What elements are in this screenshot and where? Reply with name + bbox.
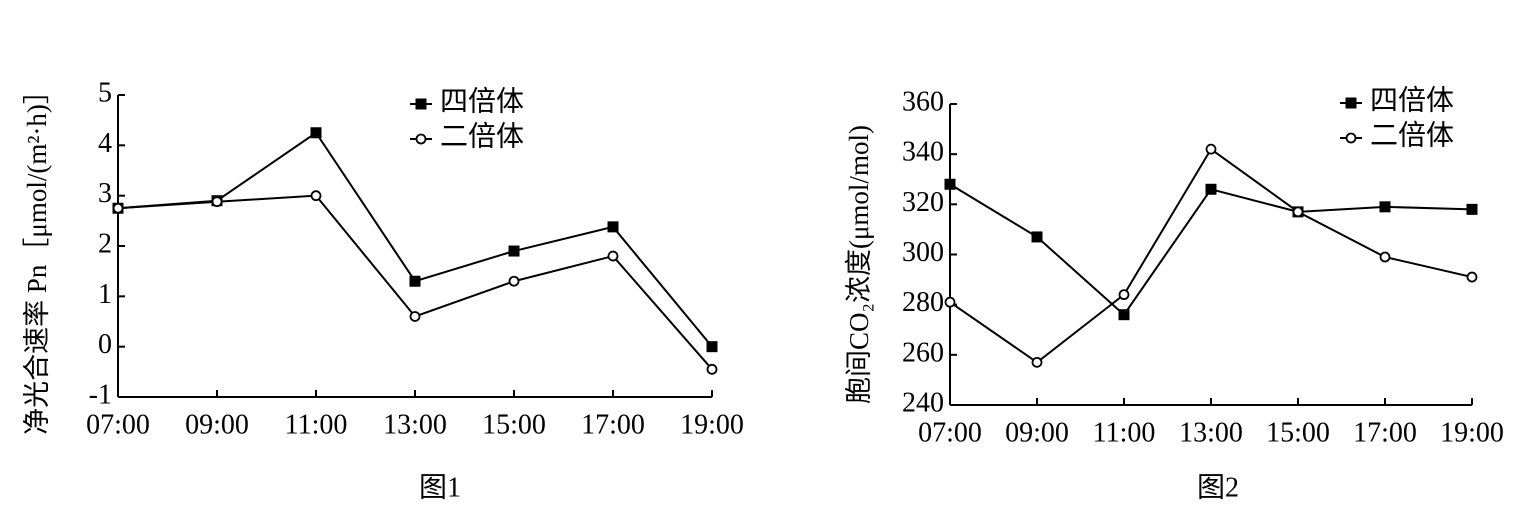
marker — [1379, 201, 1391, 213]
caption: 图2 — [1197, 472, 1239, 503]
x-tick-label: 07:00 — [86, 409, 150, 440]
x-tick-label: 15:00 — [482, 409, 546, 440]
marker — [1205, 183, 1217, 195]
y-tick-label: 4 — [98, 128, 112, 159]
x-tick-label: 17:00 — [581, 409, 645, 440]
y-tick-label: 280 — [902, 287, 944, 318]
y-axis-label: 胞间CO₂浓度(μmol/mol) — [844, 125, 874, 404]
marker — [1345, 132, 1357, 144]
marker — [1118, 289, 1130, 301]
series-line — [949, 183, 1473, 317]
x-tick-label: 11:00 — [1093, 417, 1156, 448]
marker — [310, 127, 322, 139]
x-tick-label: 19:00 — [1440, 417, 1504, 448]
series-line — [949, 147, 1473, 364]
marker — [508, 245, 520, 257]
legend-label: 二倍体 — [1370, 119, 1454, 151]
marker — [1205, 143, 1217, 155]
marker — [409, 275, 421, 287]
y-tick-label: 2 — [98, 228, 112, 259]
legend-label: 四倍体 — [1370, 84, 1454, 116]
marker — [706, 341, 718, 353]
x-tick-label: 07:00 — [918, 417, 982, 448]
marker — [1379, 251, 1391, 263]
marker — [508, 275, 520, 287]
legend-label: 二倍体 — [440, 120, 524, 152]
y-tick-label: 0 — [98, 329, 112, 360]
y-tick-label: 260 — [902, 337, 944, 368]
marker — [607, 250, 619, 262]
y-tick-label: 1 — [98, 279, 112, 310]
y-tick-label: 320 — [902, 187, 944, 218]
marker — [211, 196, 223, 208]
marker — [607, 221, 619, 233]
y-axis-label: 净光合速率 Pn［μmol/(m²·h)］ — [22, 77, 52, 435]
marker — [409, 311, 421, 322]
y-tick-label: 3 — [98, 178, 112, 209]
marker — [1466, 203, 1478, 215]
marker — [415, 133, 427, 145]
marker — [415, 98, 427, 110]
x-tick-label: 13:00 — [1179, 417, 1243, 448]
marker — [944, 296, 956, 308]
marker — [1031, 356, 1043, 368]
marker — [1466, 271, 1478, 283]
y-tick-label: 300 — [902, 237, 944, 268]
y-tick-label: -1 — [89, 379, 112, 410]
y-tick-label: 5 — [98, 77, 112, 108]
y-tick-label: 360 — [902, 86, 944, 117]
x-tick-label: 09:00 — [1005, 417, 1069, 448]
x-tick-label: 17:00 — [1353, 417, 1417, 448]
marker — [310, 190, 322, 202]
x-tick-label: 19:00 — [680, 409, 744, 440]
marker — [1118, 309, 1130, 321]
marker — [1345, 97, 1357, 109]
y-tick-label: 340 — [902, 137, 944, 168]
caption: 图1 — [419, 472, 461, 503]
x-tick-label: 13:00 — [383, 409, 447, 440]
x-tick-label: 09:00 — [185, 409, 249, 440]
legend-label: 四倍体 — [440, 85, 524, 117]
x-tick-label: 11:00 — [285, 409, 348, 440]
y-tick-label: 240 — [902, 387, 944, 418]
marker — [1031, 231, 1043, 243]
marker — [1292, 206, 1304, 218]
x-tick-label: 15:00 — [1266, 417, 1330, 448]
marker — [944, 178, 956, 190]
marker — [706, 363, 718, 375]
marker — [112, 202, 124, 214]
